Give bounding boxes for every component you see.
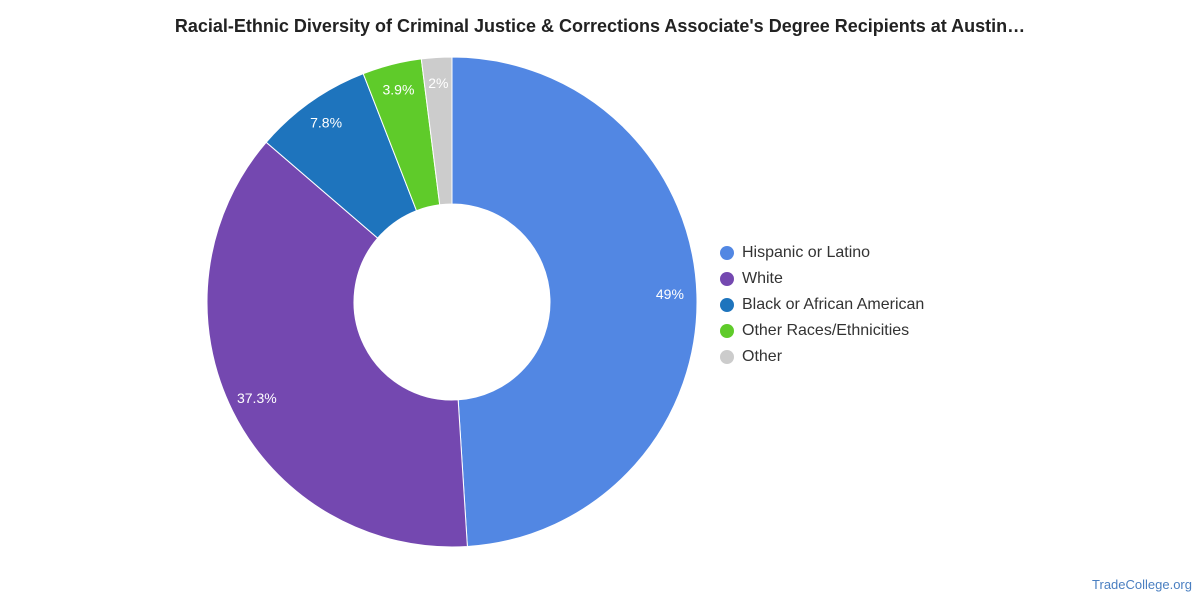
legend-swatch-icon: [720, 298, 734, 312]
legend-swatch-icon: [720, 324, 734, 338]
pie-slice-0[interactable]: [451, 56, 698, 548]
pie-slice-1[interactable]: [206, 141, 468, 548]
pie-slice-4[interactable]: [420, 56, 453, 206]
legend-label: White: [742, 270, 783, 287]
legend-swatch-icon: [720, 272, 734, 286]
legend-swatch-icon: [720, 350, 734, 364]
legend-item-4[interactable]: Other: [720, 344, 924, 370]
legend-label: Black or African American: [742, 296, 925, 313]
legend-label: Other: [742, 348, 783, 365]
slice-label-1: 37.3%: [237, 390, 277, 406]
legend-item-2[interactable]: Black or African American: [720, 292, 924, 318]
legend-label: Hispanic or Latino: [742, 244, 871, 261]
chart-title: Racial-Ethnic Diversity of Criminal Just…: [174, 16, 1026, 36]
source-link[interactable]: TradeCollege.org: [1092, 577, 1192, 592]
slice-label-4: 2%: [428, 75, 448, 91]
legend-label: Other Races/Ethnicities: [742, 322, 910, 339]
slice-label-3: 3.9%: [382, 81, 414, 97]
legend: Hispanic or Latino White Black or African …: [720, 240, 924, 370]
legend-item-0[interactable]: Hispanic or Latino: [720, 240, 924, 266]
slice-label-2: 7.8%: [310, 115, 342, 131]
legend-swatch-icon: [720, 246, 734, 260]
legend-item-3[interactable]: Other Races/Ethnicities: [720, 318, 924, 344]
legend-item-1[interactable]: White: [720, 266, 924, 292]
slice-label-0: 49%: [656, 286, 684, 302]
